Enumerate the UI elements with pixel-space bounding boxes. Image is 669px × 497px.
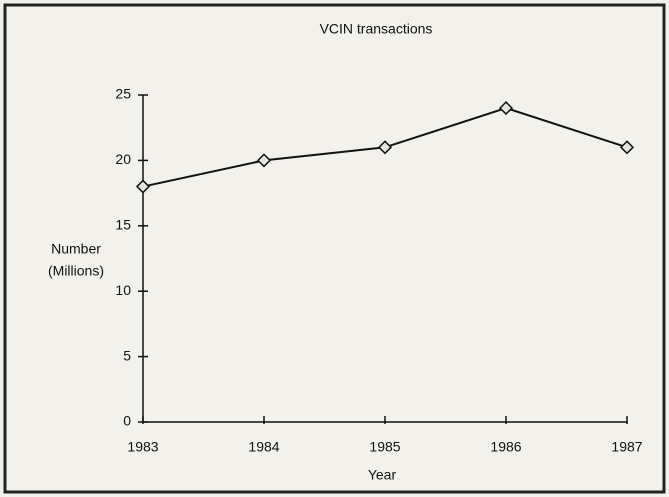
chart-title: VCIN transactions	[320, 21, 433, 37]
frame	[3, 3, 666, 494]
point-marker	[498, 101, 514, 116]
x-axis-label: Year	[368, 467, 397, 483]
y-tick-label: 15	[115, 217, 131, 233]
point-marker	[619, 140, 635, 155]
x-tick-label: 1984	[248, 439, 279, 455]
y-tick-label: 25	[115, 86, 131, 102]
x-tick-label: 1986	[490, 439, 521, 455]
y-tick-label: 10	[115, 282, 131, 298]
x-tick-label: 1987	[611, 439, 642, 455]
point-marker	[135, 179, 151, 194]
point-marker	[377, 140, 393, 155]
y-axis-label: (Millions)	[48, 263, 104, 279]
y-tick-label: 5	[123, 347, 131, 363]
x-tick-label: 1983	[127, 439, 158, 455]
y-axis-label: Number	[51, 241, 101, 257]
x-tick-label: 1985	[369, 439, 400, 455]
y-tick-label: 20	[115, 151, 131, 167]
y-tick-label: 0	[123, 413, 131, 429]
point-marker	[256, 153, 272, 168]
